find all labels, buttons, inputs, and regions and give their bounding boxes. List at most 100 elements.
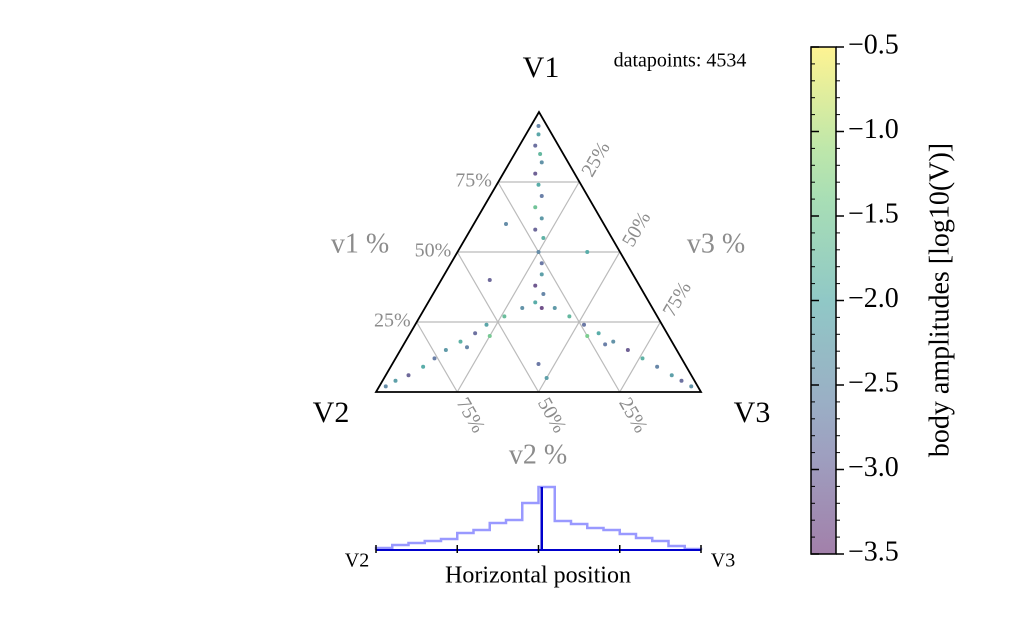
data-point: [541, 292, 546, 296]
data-point: [487, 334, 492, 338]
data-point: [539, 272, 544, 277]
hist-bar: [490, 523, 506, 550]
hist-bar: [652, 541, 668, 550]
data-point: [458, 339, 463, 344]
data-point: [393, 378, 398, 383]
data-point: [504, 222, 508, 226]
grid-line: [456, 251, 540, 393]
data-point: [487, 278, 492, 282]
data-point: [520, 306, 525, 310]
grid-line: [456, 181, 580, 393]
hist-bar: [571, 524, 587, 550]
data-point: [625, 348, 630, 352]
data-point: [552, 306, 557, 310]
colorbar-label: body amplitudes [log10(V)]: [924, 143, 955, 457]
data-point: [533, 205, 538, 210]
data-point: [582, 322, 586, 327]
data-point: [539, 216, 544, 221]
data-point: [536, 132, 541, 137]
data-point: [406, 373, 411, 378]
data-point: [533, 143, 538, 148]
tick-label: 25%: [374, 310, 411, 332]
tick-label: 50%: [415, 240, 452, 262]
annotation: datapoints: 4534: [614, 50, 747, 72]
data-point: [421, 364, 426, 369]
grid-line: [497, 181, 621, 393]
hist-bar: [587, 528, 603, 550]
data-point: [536, 362, 541, 366]
data-point: [585, 250, 590, 254]
hist-bar: [425, 541, 441, 550]
data-point: [596, 331, 601, 336]
hist-bar: [506, 520, 522, 550]
data-point: [432, 356, 437, 361]
data-point: [539, 261, 544, 266]
grid-line: [416, 321, 458, 393]
data-point: [539, 160, 544, 165]
tick-label: 75%: [455, 170, 492, 192]
data-point: [383, 384, 388, 389]
data-point: [443, 348, 448, 352]
data-point: [655, 364, 660, 369]
hist-bar: [474, 530, 490, 550]
data-point: [611, 339, 616, 344]
axis-label: v1 %: [331, 228, 389, 259]
data-point: [465, 345, 469, 350]
grid-line: [619, 321, 661, 393]
triangle: [374, 110, 703, 393]
colorbar-tick-label: −2.5: [848, 367, 899, 398]
hist-bar: [457, 533, 473, 550]
colorbar-tick-label: −3.0: [848, 452, 899, 483]
tick-label: 25%: [614, 394, 651, 437]
data-point: [502, 314, 507, 319]
hist-outline: [374, 485, 703, 551]
corner-label: V3: [734, 396, 771, 429]
data-point: [536, 124, 541, 128]
axis-label: v3 %: [687, 228, 745, 259]
data-point: [533, 171, 538, 176]
tick-label: 50%: [533, 394, 570, 437]
tick-label: 50%: [618, 208, 655, 251]
data-point: [689, 384, 694, 389]
x-axis-label: Horizontal position: [445, 563, 631, 589]
data-point: [533, 283, 538, 288]
tick-label: 75%: [658, 278, 695, 321]
colorbar-tick-label: −0.5: [848, 29, 899, 60]
data-point: [585, 334, 590, 338]
data-point: [669, 373, 674, 378]
hist-bar: [522, 503, 538, 550]
colorbar-tick-label: −3.5: [848, 536, 899, 567]
data-point: [538, 152, 543, 156]
ternary-grid: [416, 181, 661, 393]
hist-bar: [555, 521, 571, 550]
data-point: [473, 331, 478, 336]
tick-label: 25%: [577, 138, 614, 181]
data-point: [484, 322, 489, 327]
data-point: [539, 306, 544, 310]
data-point: [640, 356, 645, 361]
corner-label: V1: [523, 51, 560, 84]
hist-bar: [441, 539, 457, 550]
hist-bar: [636, 538, 652, 550]
hist-bar: [604, 530, 620, 550]
data-point: [539, 194, 544, 198]
corner-label: V2: [313, 396, 350, 429]
data-point: [679, 378, 684, 383]
data-point: [536, 250, 541, 254]
data-point: [603, 342, 608, 347]
colorbar-tick-label: −1.0: [848, 114, 899, 145]
hist-end-label: V2: [345, 550, 369, 572]
data-point: [533, 227, 538, 232]
colorbar-tick-label: −1.5: [848, 198, 899, 229]
hist-end-label: V3: [711, 550, 735, 572]
data-point: [544, 376, 549, 380]
data-point: [536, 182, 541, 187]
data-point: [567, 314, 572, 319]
tick-label: 75%: [452, 394, 489, 437]
hist-bar: [620, 534, 636, 550]
data-point: [541, 236, 546, 240]
colorbar-tick-label: −2.0: [848, 283, 899, 314]
axis-label: v2 %: [509, 439, 567, 470]
data-point: [533, 300, 538, 305]
